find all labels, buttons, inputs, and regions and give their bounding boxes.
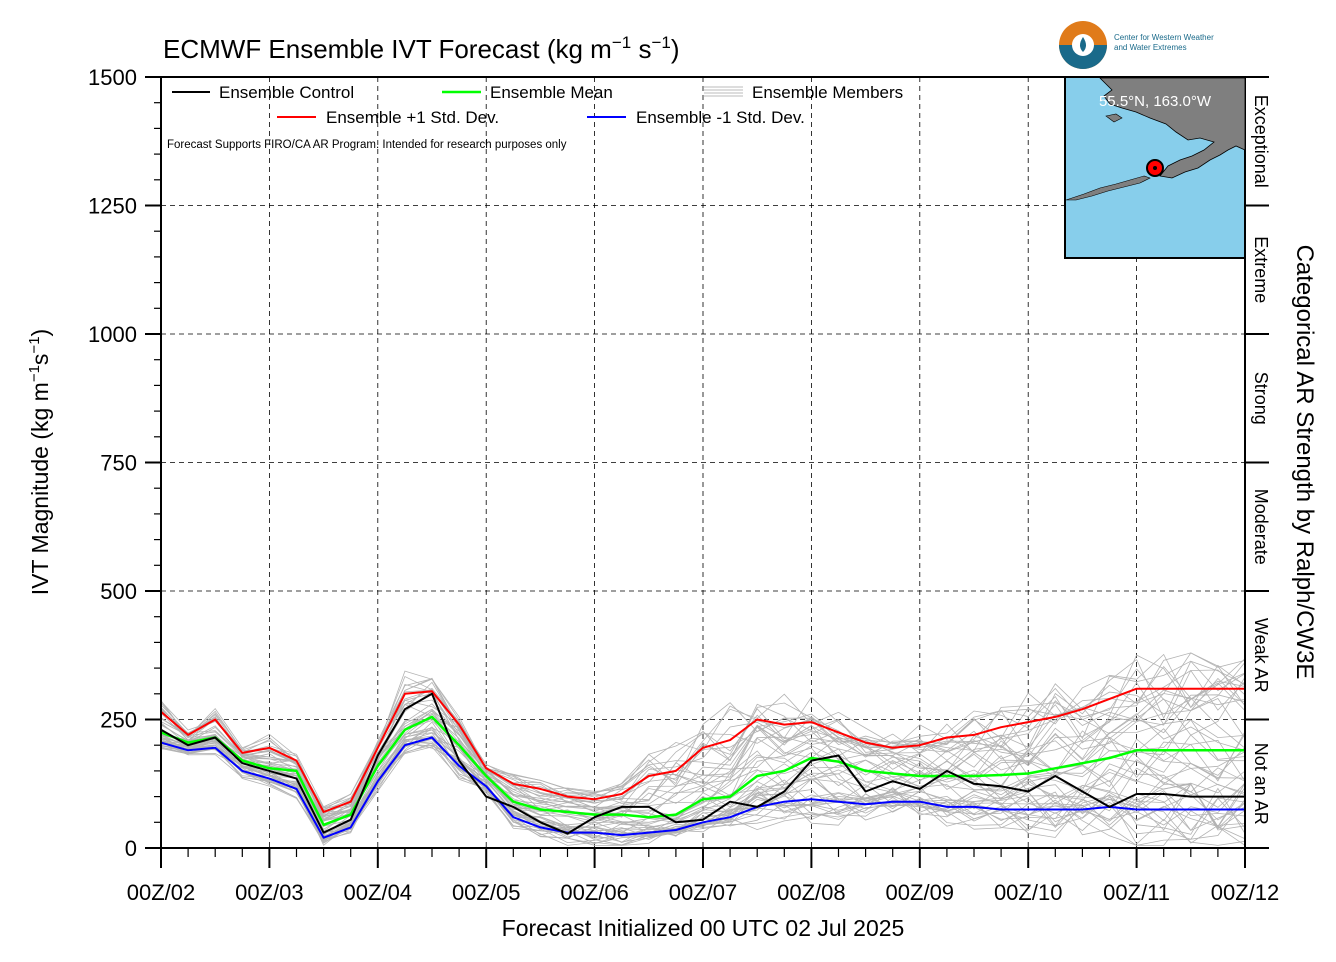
y-axis: 0 250 500 750 1000 1250 1500 [88,65,161,861]
ensemble-member-line [160,652,1246,808]
chart-title: ECMWF Ensemble IVT Forecast (kg m−1 s−1) [163,33,680,64]
ensemble-member-line [160,681,1246,813]
ensemble-member-line [160,661,1246,817]
ensemble-member-line [160,660,1246,809]
x-tick-label: 00Z/08 [777,880,846,905]
x-tick-label: 00Z/12 [1211,880,1280,905]
legend-label-members: Ensemble Members [752,83,903,102]
series-plus-std-line [160,687,1245,813]
category-axis: Not an AR Weak AR Moderate Strong Extreme Exc… [1244,76,1271,849]
ensemble-member-line [160,672,1246,822]
ensemble-member-line [160,669,1246,811]
ensemble-member-line [160,682,1246,821]
y-tick-label: 1000 [88,322,137,347]
x-tick-label: 00Z/07 [669,880,738,905]
right-axis-title: Categorical AR Strength by Ralph/CW3E [1291,245,1318,680]
svg-text:and Water Extremes: and Water Extremes [1114,43,1187,52]
x-tick-label: 00Z/03 [235,880,304,905]
x-axis: 00Z/02 00Z/03 00Z/04 00Z/05 00Z/06 00Z/07 00Z/… [127,848,1280,905]
x-tick-label: 00Z/04 [344,880,413,905]
ensemble-member-line [160,735,1246,839]
series-lines [160,687,1245,839]
legend-label-control: Ensemble Control [219,83,354,102]
y-tick-label: 1500 [88,65,137,90]
ensemble-member-line [160,729,1246,839]
y-tick-label: 750 [100,451,137,476]
y-tick-label: 1250 [88,194,137,219]
inset-location-label: 55.5°N, 163.0°W [1099,93,1212,110]
category-label: Extreme [1251,236,1271,303]
category-label: Not an AR [1251,743,1271,825]
cw3e-logo: Center for Western Weather and Water Ext… [1059,21,1214,69]
land-island [1105,113,1123,123]
ensemble-member-line [160,729,1246,829]
x-tick-label: 00Z/10 [994,880,1063,905]
ensemble-member-line [160,741,1246,846]
ensemble-member-line [160,710,1246,821]
legend-label-mean: Ensemble Mean [490,83,613,102]
category-label: Strong [1251,372,1271,425]
legend-swatch-members [704,86,743,97]
land-mass-aleutians [1065,175,1151,201]
series-minus-std-line [160,736,1245,839]
land-mass-alaska [1099,77,1246,179]
y-axis-title: IVT Magnitude (kg m−1s−1) [26,329,53,595]
legend-label-plus-std: Ensemble +1 Std. Dev. [326,108,499,127]
y-tick-label: 500 [100,579,137,604]
category-label: Exceptional [1251,95,1271,188]
x-tick-label: 00Z/11 [1103,880,1170,905]
category-label: Weak AR [1251,618,1271,693]
ensemble-member-line [160,654,1246,811]
legend: Ensemble Control Ensemble Mean Ensemble … [167,83,903,151]
svg-text:Center for Western Weather: Center for Western Weather [1114,33,1214,42]
x-axis-title: Forecast Initialized 00 UTC 02 Jul 2025 [502,915,905,941]
x-tick-label: 00Z/05 [452,880,521,905]
legend-label-minus-std: Ensemble -1 Std. Dev. [636,108,805,127]
series-control-line [160,692,1245,835]
inset-map: 55.5°N, 163.0°W [1064,76,1246,259]
ensemble-member-line [160,708,1246,828]
series-mean-line [160,715,1245,827]
ensemble-member-line [160,741,1246,846]
disclaimer-note: Forecast Supports FIRO/CA AR Program. In… [167,139,567,151]
x-tick-label: 00Z/09 [886,880,955,905]
category-label: Moderate [1251,489,1271,565]
y-tick-label: 250 [100,708,137,733]
x-tick-label: 00Z/06 [560,880,629,905]
ensemble-member-line [160,669,1246,818]
ensemble-member-line [160,652,1246,813]
x-tick-label: 00Z/02 [127,880,196,905]
y-tick-label: 0 [125,836,137,861]
